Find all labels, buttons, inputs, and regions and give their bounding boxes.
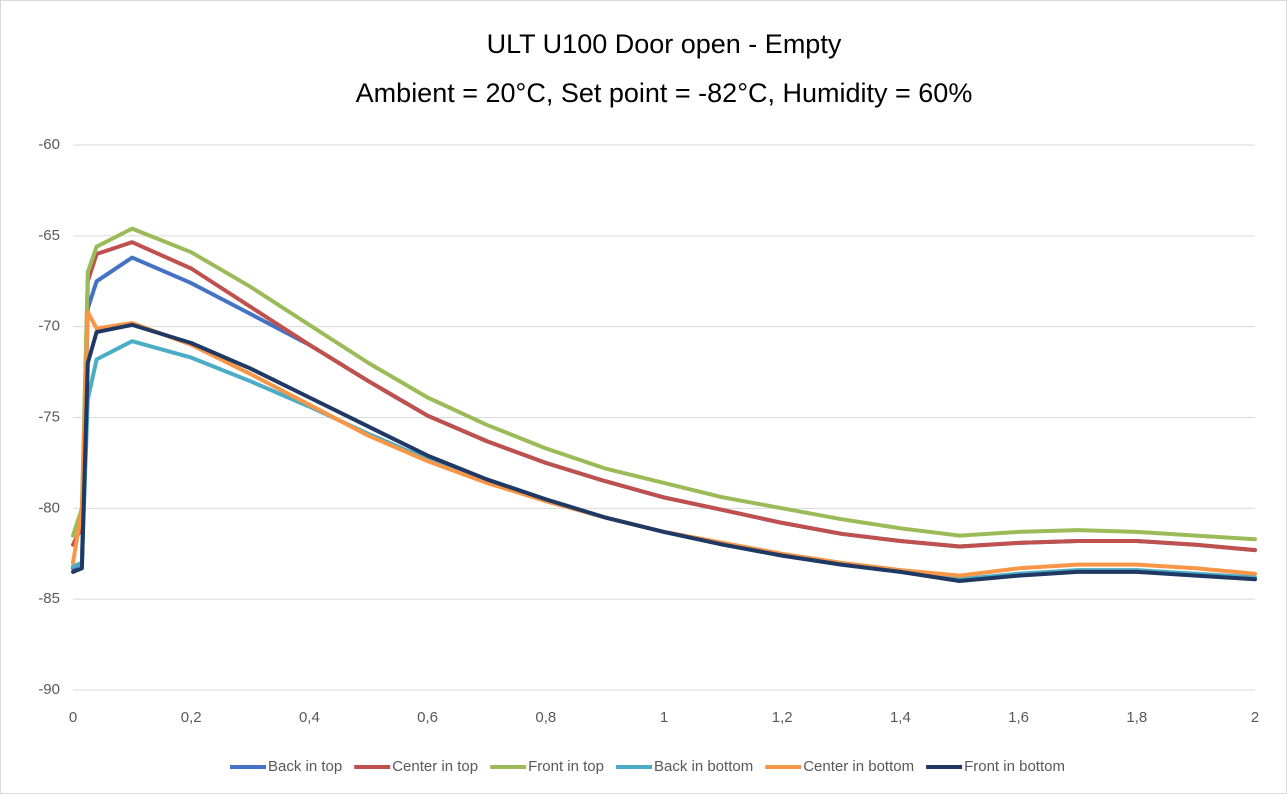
y-tick-label: -80 <box>38 499 60 516</box>
x-tick-label: 1,8 <box>1126 709 1147 726</box>
legend-label: Center in bottom <box>803 758 914 775</box>
x-tick-label: 0,4 <box>299 709 320 726</box>
x-tick-label: 0 <box>69 709 77 726</box>
series-line <box>71 322 1257 583</box>
y-tick-label: -70 <box>38 318 60 335</box>
x-tick-label: 2 <box>1251 709 1259 726</box>
x-tick-label: 1,6 <box>1008 709 1029 726</box>
series-line <box>71 240 1257 553</box>
legend-label: Back in top <box>268 758 342 775</box>
x-tick-label: 0,2 <box>181 709 202 726</box>
legend-label: Front in bottom <box>964 758 1065 775</box>
legend-label: Front in top <box>528 758 604 775</box>
x-tick-label: 0,6 <box>417 709 438 726</box>
chart-subtitle: Ambient = 20°C, Set point = -82°C, Humid… <box>356 78 973 108</box>
y-tick-label: -85 <box>38 590 60 607</box>
legend-label: Center in top <box>392 758 478 775</box>
chart-title: ULT U100 Door open - Empty <box>487 29 842 59</box>
x-tick-label: 1,4 <box>890 709 911 726</box>
y-tick-label: -75 <box>38 408 60 425</box>
series-line <box>71 226 1257 542</box>
y-tick-label: -60 <box>38 136 60 153</box>
x-tick-label: 0,8 <box>535 709 556 726</box>
x-tick-label: 1 <box>660 709 668 726</box>
y-tick-label: -65 <box>38 227 60 244</box>
legend-label: Back in bottom <box>654 758 753 775</box>
x-tick-label: 1,2 <box>772 709 793 726</box>
y-tick-label: -90 <box>38 681 60 698</box>
